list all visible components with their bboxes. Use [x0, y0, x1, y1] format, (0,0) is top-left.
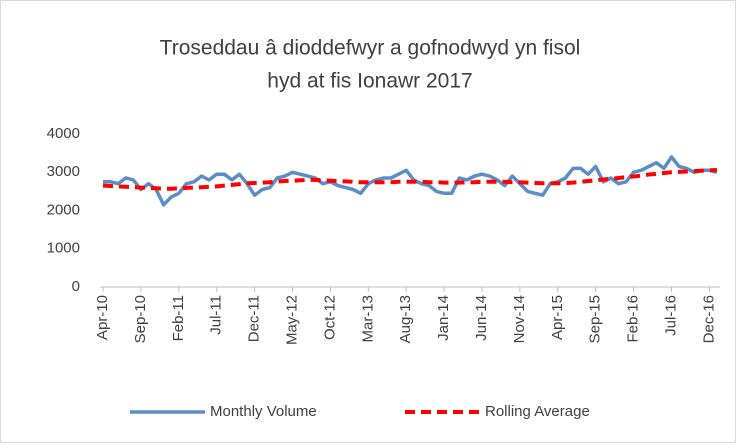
- x-tick-label: Apr-15: [549, 295, 566, 340]
- x-tick-label: Jun-14: [473, 295, 490, 341]
- x-tick-label: Feb-11: [170, 295, 187, 341]
- series-line: [102, 168, 718, 191]
- legend-label: Rolling Average: [485, 403, 590, 420]
- x-tick-label: Jul-11: [208, 295, 225, 335]
- x-tick-label: May-12: [283, 295, 300, 345]
- chart-title: hyd at fis Ionawr 2017: [267, 70, 472, 93]
- y-tick-label: 2000: [47, 201, 80, 218]
- y-tick-label: 0: [72, 278, 80, 295]
- x-tick-label: Jul-16: [662, 295, 679, 336]
- x-tick-label: Dec-11: [246, 295, 263, 342]
- x-tick-label: Sep-10: [132, 295, 149, 343]
- x-tick-label: Dec-16: [700, 295, 717, 343]
- x-tick-label: Aug-13: [397, 295, 414, 343]
- y-tick-label: 4000: [47, 125, 80, 142]
- x-tick-label: Nov-14: [511, 295, 528, 343]
- chart-title: Troseddau â dioddefwyr a gofnodwyd yn fi…: [160, 37, 581, 60]
- y-tick-label: 1000: [47, 240, 80, 257]
- legend-label: Monthly Volume: [210, 403, 317, 420]
- x-tick-label: Jan-14: [435, 295, 452, 341]
- series-line: [103, 155, 718, 207]
- x-tick-label: Oct-12: [321, 295, 338, 340]
- x-tick-label: Sep-15: [587, 295, 604, 343]
- y-tick-label: 3000: [47, 163, 80, 180]
- x-tick-label: Mar-13: [359, 295, 376, 343]
- x-tick-label: Feb-16: [625, 295, 642, 343]
- x-tick-label: Apr-10: [94, 295, 111, 340]
